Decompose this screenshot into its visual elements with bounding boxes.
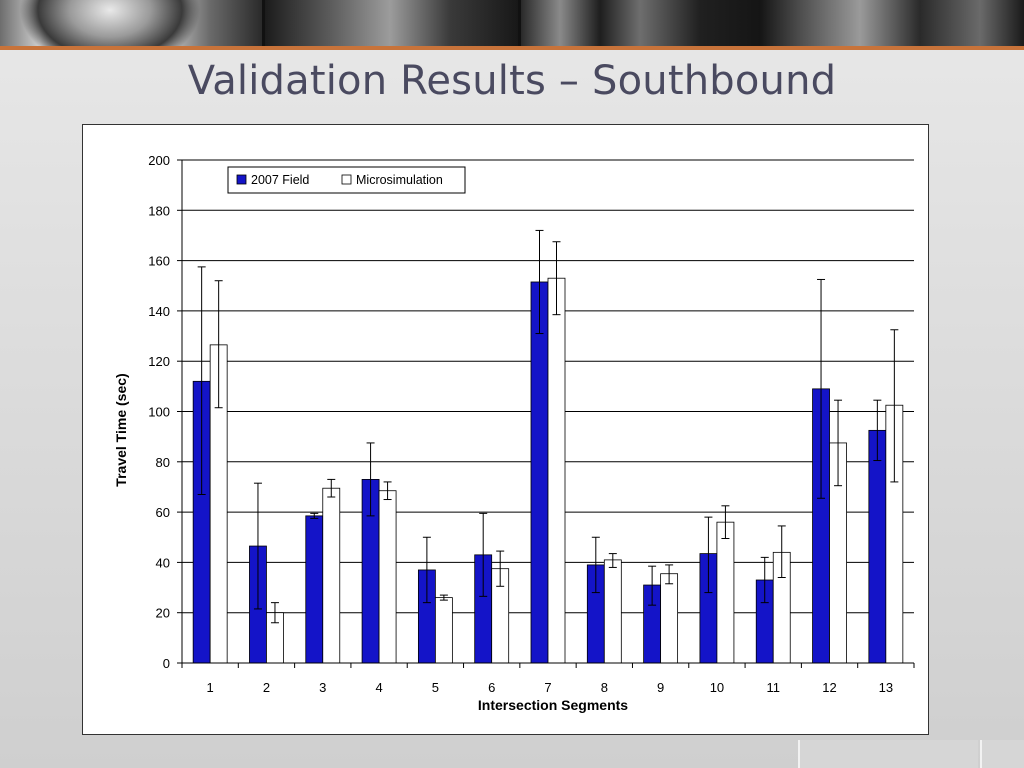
header-banner <box>0 0 1024 46</box>
field-bar <box>305 515 324 664</box>
y-tick-label: 180 <box>148 203 170 218</box>
y-tick-label: 100 <box>148 405 170 420</box>
x-tick-label: 10 <box>710 680 724 695</box>
banner-divider <box>518 0 521 46</box>
x-tick-label: 9 <box>657 680 664 695</box>
x-tick-label: 11 <box>766 680 780 695</box>
x-tick-label: 7 <box>544 680 551 695</box>
x-tick-label: 2 <box>263 680 270 695</box>
x-tick-label: 13 <box>879 680 893 695</box>
y-tick-label: 200 <box>148 153 170 168</box>
legend-swatch-field <box>236 174 247 185</box>
legend-label-field: 2007 Field <box>251 173 309 187</box>
accent-rule <box>0 46 1024 50</box>
x-tick-label: 3 <box>319 680 326 695</box>
y-tick-label: 20 <box>156 606 170 621</box>
y-tick-label: 60 <box>156 505 170 520</box>
bars <box>192 229 904 664</box>
y-tick-label: 0 <box>163 656 170 671</box>
x-tick-label: 1 <box>207 680 214 695</box>
field-bar <box>868 429 887 664</box>
microsimulation-bar <box>434 597 453 664</box>
x-tick-label: 12 <box>822 680 836 695</box>
x-tick-label: 4 <box>375 680 382 695</box>
legend-label-microsimulation: Microsimulation <box>356 173 443 187</box>
microsimulation-bar <box>716 521 735 664</box>
microsimulation-bar <box>322 487 341 664</box>
footer-tile <box>798 740 978 768</box>
chart-frame: 0 20 40 60 80 100 120 140 160 180 200 1 2 3 4 5 6 7 8 9 10 11… <box>82 124 929 735</box>
x-axis-title: Intersection Segments <box>478 697 628 713</box>
x-tick-label: 5 <box>432 680 439 695</box>
microsimulation-bar <box>660 573 679 664</box>
y-tick-label: 80 <box>156 455 170 470</box>
y-axis-title: Travel Time (sec) <box>113 373 129 486</box>
microsimulation-bar <box>603 559 622 664</box>
y-tick-label: 40 <box>156 555 170 570</box>
microsimulation-bar <box>378 490 397 664</box>
footer-tiles <box>0 740 1024 768</box>
legend-swatch-microsimulation <box>341 174 352 185</box>
slide-title: Validation Results – Southbound <box>187 58 837 104</box>
y-tick-label: 120 <box>148 354 170 369</box>
y-tick-label: 140 <box>148 304 170 319</box>
x-tick-label: 6 <box>488 680 495 695</box>
microsimulation-bar <box>547 277 566 664</box>
y-tick-label: 160 <box>148 254 170 269</box>
footer-tile <box>980 740 1024 768</box>
field-bar <box>530 281 549 664</box>
banner-divider <box>262 0 265 46</box>
legend: 2007 Field Microsimulation <box>227 166 466 194</box>
x-tick-label: 8 <box>601 680 608 695</box>
